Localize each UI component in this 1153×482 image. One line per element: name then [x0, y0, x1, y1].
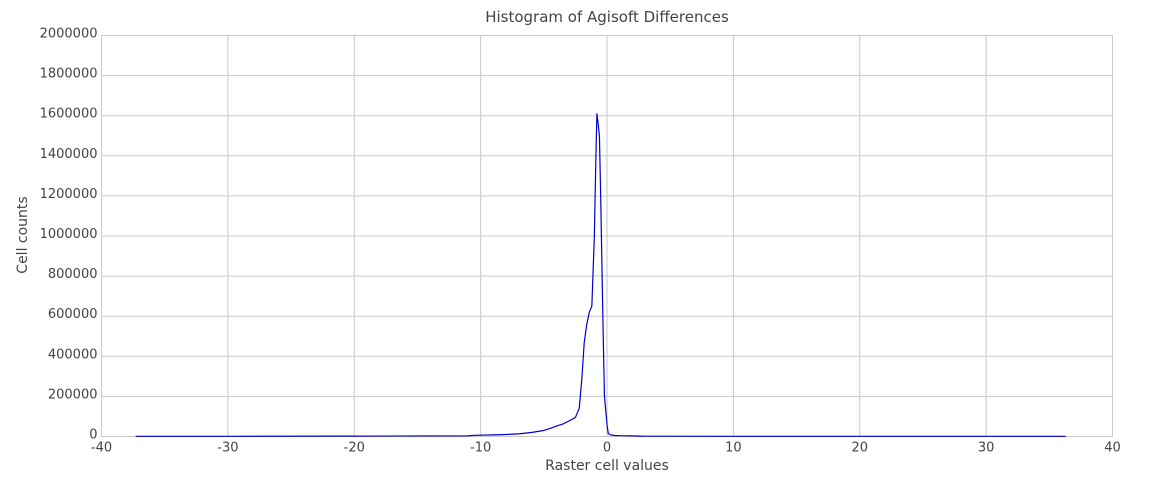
y-tick-label: 1200000: [40, 187, 98, 202]
grid-layer: [101, 35, 1113, 437]
series-line: [135, 113, 1066, 437]
y-tick-label: 0: [89, 428, 97, 443]
x-tick-label: 20: [851, 441, 868, 456]
y-tick-label: 2000000: [40, 27, 98, 42]
x-tick-label: 10: [725, 441, 742, 456]
y-tick-label: 1800000: [40, 67, 98, 82]
x-tick-label: 0: [603, 441, 611, 456]
y-axis-ticks: 0 200000 400000 600000 800000 1000000 1200000 1…: [40, 27, 98, 443]
x-tick-label: -10: [470, 441, 491, 456]
x-axis-ticks: -40 -30 -20 -10 0 10 20 30 40: [91, 441, 1121, 456]
y-tick-label: 1400000: [40, 147, 98, 162]
y-tick-label: 600000: [48, 307, 98, 322]
x-tick-label: 30: [978, 441, 995, 456]
x-tick-label: 40: [1104, 441, 1121, 456]
y-tick-label: 1000000: [40, 227, 98, 242]
x-axis-label: Raster cell values: [545, 458, 669, 474]
y-tick-label: 800000: [48, 267, 98, 282]
y-tick-label: 1600000: [40, 107, 98, 122]
x-tick-label: -20: [344, 441, 365, 456]
y-tick-label: 200000: [48, 387, 98, 402]
y-tick-label: 400000: [48, 347, 98, 362]
y-axis-label: Cell counts: [15, 196, 31, 273]
x-tick-label: -40: [91, 441, 112, 456]
x-tick-label: -30: [217, 441, 238, 456]
plot-frame: [101, 35, 1113, 437]
chart-title: Histogram of Agisoft Differences: [485, 8, 729, 26]
series-layer: [135, 113, 1066, 437]
